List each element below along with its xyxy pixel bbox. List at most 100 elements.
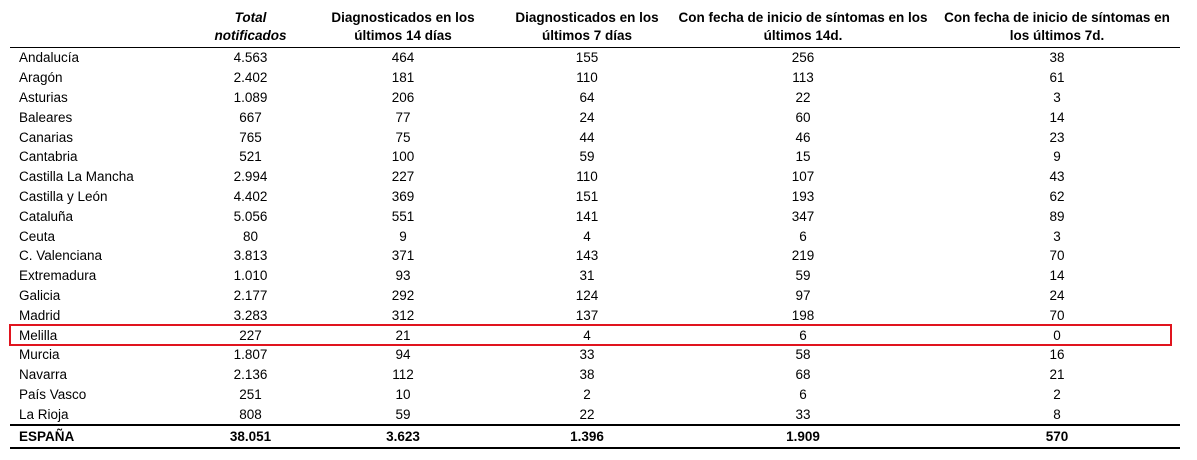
table-cell: 2.994 [233,169,268,185]
table-row: Extremadura 1.010 93 31 59 14 [10,266,1180,286]
table-cell: 24 [579,109,595,125]
table-cell: 137 [575,307,599,323]
table-cell: 1.807 [233,347,268,363]
table-cell: 8 [1053,406,1061,422]
table-cell: 3.283 [233,307,268,323]
table-cell: 100 [391,149,415,165]
region-name: Extremadura [19,268,97,284]
table-cell: 198 [791,307,815,323]
table-cell: 61 [1049,70,1065,86]
table-cell: 94 [395,347,411,363]
table-cell: 113 [792,70,814,86]
table-row: C. Valenciana 3.813 371 143 219 70 [10,246,1180,266]
table-cell: 77 [395,109,411,125]
table-cell: 193 [791,188,815,204]
table-cell: 4.402 [233,188,268,204]
table-cell: 21 [395,327,411,343]
table-cell: 369 [391,188,415,204]
header-diagnosticados-14: Diagnosticados en los últimos 14 días [331,10,475,43]
table-cell: 110 [576,70,598,86]
region-name: Galicia [19,287,61,303]
table-cell: 219 [791,248,815,264]
table-cell: 667 [239,109,262,125]
region-name: Cantabria [19,149,78,165]
table-cell: 2 [1053,386,1061,402]
header-diagnosticados-7: Diagnosticados en los últimos 7 días [515,10,659,43]
table-cell: 2.136 [233,367,268,383]
table-cell: 59 [795,268,811,284]
table-cell: 521 [239,149,262,165]
table-row: Aragón 2.402 181 110 113 61 [10,68,1180,88]
table-cell: 15 [795,149,811,165]
table-cell: 4 [583,327,591,343]
region-name: Aragón [19,70,63,86]
region-name: Castilla y León [19,188,108,204]
table-cell: 112 [392,367,414,383]
table-row: Asturias 1.089 206 64 22 3 [10,88,1180,108]
table-cell: 38 [579,367,595,383]
table-row: Baleares 667 77 24 60 14 [10,107,1180,127]
region-name: País Vasco [19,386,87,402]
table-cell: 2.177 [233,287,268,303]
table-cell: 24 [1049,287,1065,303]
region-name: Canarias [19,129,74,145]
total-cell: 3.623 [386,429,420,445]
table-cell: 46 [795,129,811,145]
table-row: Ceuta 80 9 4 6 3 [10,226,1180,246]
table-cell: 155 [575,50,599,66]
region-name: Ceuta [19,228,56,244]
table-cell: 292 [391,287,415,303]
table-cell: 6 [799,327,807,343]
table-cell: 59 [579,149,595,165]
region-name: Andalucía [19,50,80,66]
table-cell: 4.563 [233,50,268,66]
region-name: Baleares [19,109,73,125]
table-row: Navarra 2.136 112 38 68 21 [10,365,1180,385]
table-cell: 2.402 [233,70,268,86]
table-cell: 251 [239,386,262,402]
table-cell: 16 [1049,347,1065,363]
table-cell: 141 [575,208,599,224]
table-cell: 5.056 [233,208,268,224]
table-cell: 4 [583,228,591,244]
table-cell: 68 [795,367,811,383]
table-cell: 22 [795,89,811,105]
table-cell: 464 [391,50,415,66]
table-cell: 3 [1053,228,1061,244]
table-cell: 93 [395,268,411,284]
region-name: Navarra [19,367,68,383]
table-cell: 6 [799,386,807,402]
table-row: Andalucía 4.563 464 155 256 38 [10,48,1180,68]
total-label: ESPAÑA [19,429,75,445]
table-cell: 6 [799,228,807,244]
table-cell: 75 [395,129,411,145]
table-cell: 551 [391,208,415,224]
table-cell: 9 [1053,149,1061,165]
region-name: Madrid [19,307,61,323]
table-row: Galicia 2.177 292 124 97 24 [10,286,1180,306]
table-cell: 107 [791,169,815,185]
table-cell: 80 [242,228,259,244]
table-cell: 43 [1049,169,1065,185]
table-cell: 10 [395,386,411,402]
table-cell: 3 [1053,89,1061,105]
table-body: Andalucía 4.563 464 155 256 38 Aragón 2.402 181 1… [10,48,1180,449]
table-cell: 2 [583,386,591,402]
table-cell: 62 [1049,188,1065,204]
region-name: Murcia [19,347,60,363]
total-cell: 1.909 [786,429,820,445]
table-cell: 44 [579,129,595,145]
table-cell: 312 [391,307,415,323]
table-cell: 21 [1049,367,1065,383]
table-cell: 64 [579,89,595,105]
table-cell: 60 [795,109,811,125]
covid-cases-table-sheet: Total notificados Diagnosticados en los … [9,6,1180,449]
table-cell: 33 [795,406,811,422]
table-cell: 347 [791,208,815,224]
table-cell: 0 [1053,327,1061,343]
table-cell: 151 [575,188,599,204]
table-row: Cataluña 5.056 551 141 347 89 [10,206,1180,226]
total-cell: 570 [1045,429,1069,445]
table-cell: 31 [579,268,595,284]
header-sintomas-7: Con fecha de inicio de síntomas en los ú… [944,10,1170,43]
